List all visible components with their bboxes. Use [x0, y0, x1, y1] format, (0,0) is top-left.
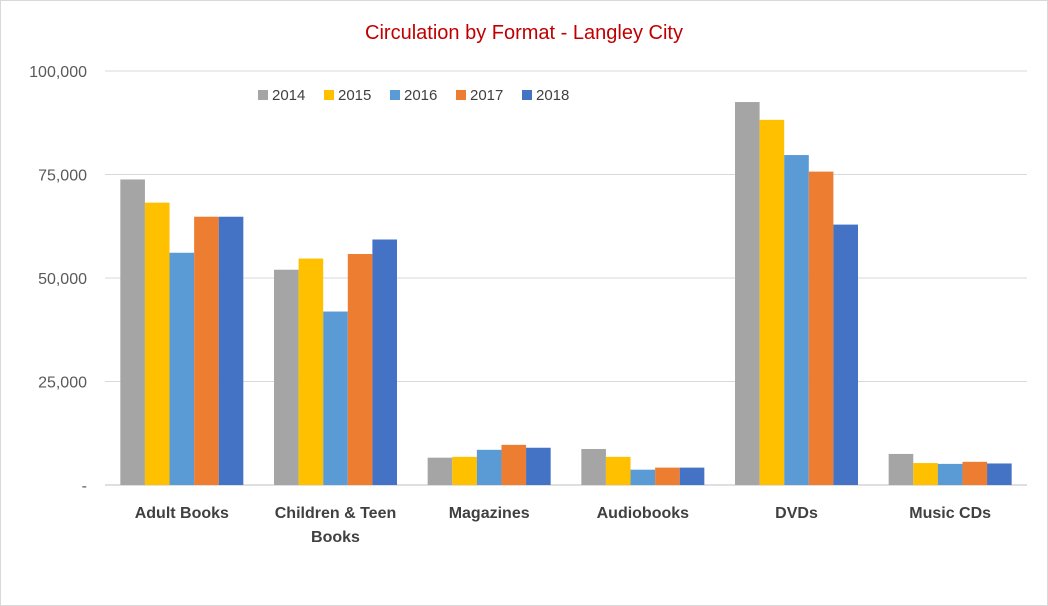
legend-swatch — [390, 90, 400, 100]
bar-2014 — [735, 102, 760, 486]
y-tick-label: 25,000 — [38, 375, 87, 392]
bar-2018 — [833, 224, 858, 485]
legend-label: 2016 — [404, 87, 437, 104]
bar-2015 — [759, 119, 785, 486]
bar-2016 — [323, 311, 348, 485]
legend-label: 2014 — [272, 87, 305, 104]
category-label: Music CDs — [909, 505, 991, 522]
bar-2014 — [120, 179, 145, 485]
bars — [120, 102, 1012, 486]
category-label: Children & Teen — [275, 505, 397, 522]
bar-2016 — [784, 155, 809, 486]
bar-2018 — [526, 447, 551, 485]
legend-swatch — [522, 90, 532, 100]
legend-label: 2018 — [536, 87, 569, 104]
bar-2016 — [937, 463, 963, 485]
bar-2016 — [476, 449, 502, 485]
legend-label: 2015 — [338, 87, 371, 104]
category-label: DVDs — [775, 505, 818, 522]
bar-2016 — [169, 252, 195, 485]
bar-2018 — [987, 463, 1012, 485]
bar-2015 — [605, 456, 631, 485]
bar-2015 — [913, 463, 938, 485]
bar-2017 — [501, 444, 527, 485]
legend-swatch — [258, 90, 268, 100]
bar-2016 — [630, 469, 656, 485]
legend-item: 2015 — [324, 87, 371, 104]
category-label: Adult Books — [135, 505, 229, 522]
legend-swatch — [456, 90, 466, 100]
category-label: Books — [311, 529, 360, 546]
chart-title: Circulation by Format - Langley City — [365, 22, 683, 44]
y-tick-label: 50,000 — [38, 271, 87, 288]
bar-2017 — [808, 171, 834, 486]
bar-2015 — [452, 456, 477, 485]
bar-2018 — [218, 216, 244, 485]
y-tick-label: 100,000 — [29, 64, 87, 81]
bar-2017 — [194, 216, 219, 485]
y-tick-label: - — [82, 478, 87, 495]
bar-2017 — [962, 461, 988, 485]
category-label: Magazines — [449, 505, 530, 522]
y-axis-ticks: - 25,000 50,000 75,000 100,000 — [29, 64, 87, 495]
x-axis-categories: Adult Books Children & Teen Books Magazines… — [135, 505, 991, 546]
legend: 2014 2015 2016 2017 2018 — [258, 87, 569, 104]
category-label: Audiobooks — [597, 505, 690, 522]
y-tick-label: 75,000 — [38, 168, 87, 185]
legend-item: 2017 — [456, 87, 503, 104]
bar-2017 — [655, 467, 680, 485]
legend-swatch — [324, 90, 334, 100]
bar-2014 — [581, 448, 606, 485]
bar-2018 — [679, 467, 705, 485]
gridlines — [105, 70, 1027, 486]
bar-2014 — [888, 453, 914, 485]
legend-item: 2014 — [258, 87, 305, 104]
bar-2014 — [274, 269, 299, 485]
bar-2017 — [347, 253, 373, 485]
bar-2015 — [298, 258, 324, 485]
legend-item: 2016 — [390, 87, 437, 104]
bar-2015 — [144, 202, 170, 486]
bar-2014 — [427, 457, 453, 485]
legend-item: 2018 — [522, 87, 569, 104]
bar-2018 — [372, 239, 397, 485]
legend-label: 2017 — [470, 87, 503, 104]
